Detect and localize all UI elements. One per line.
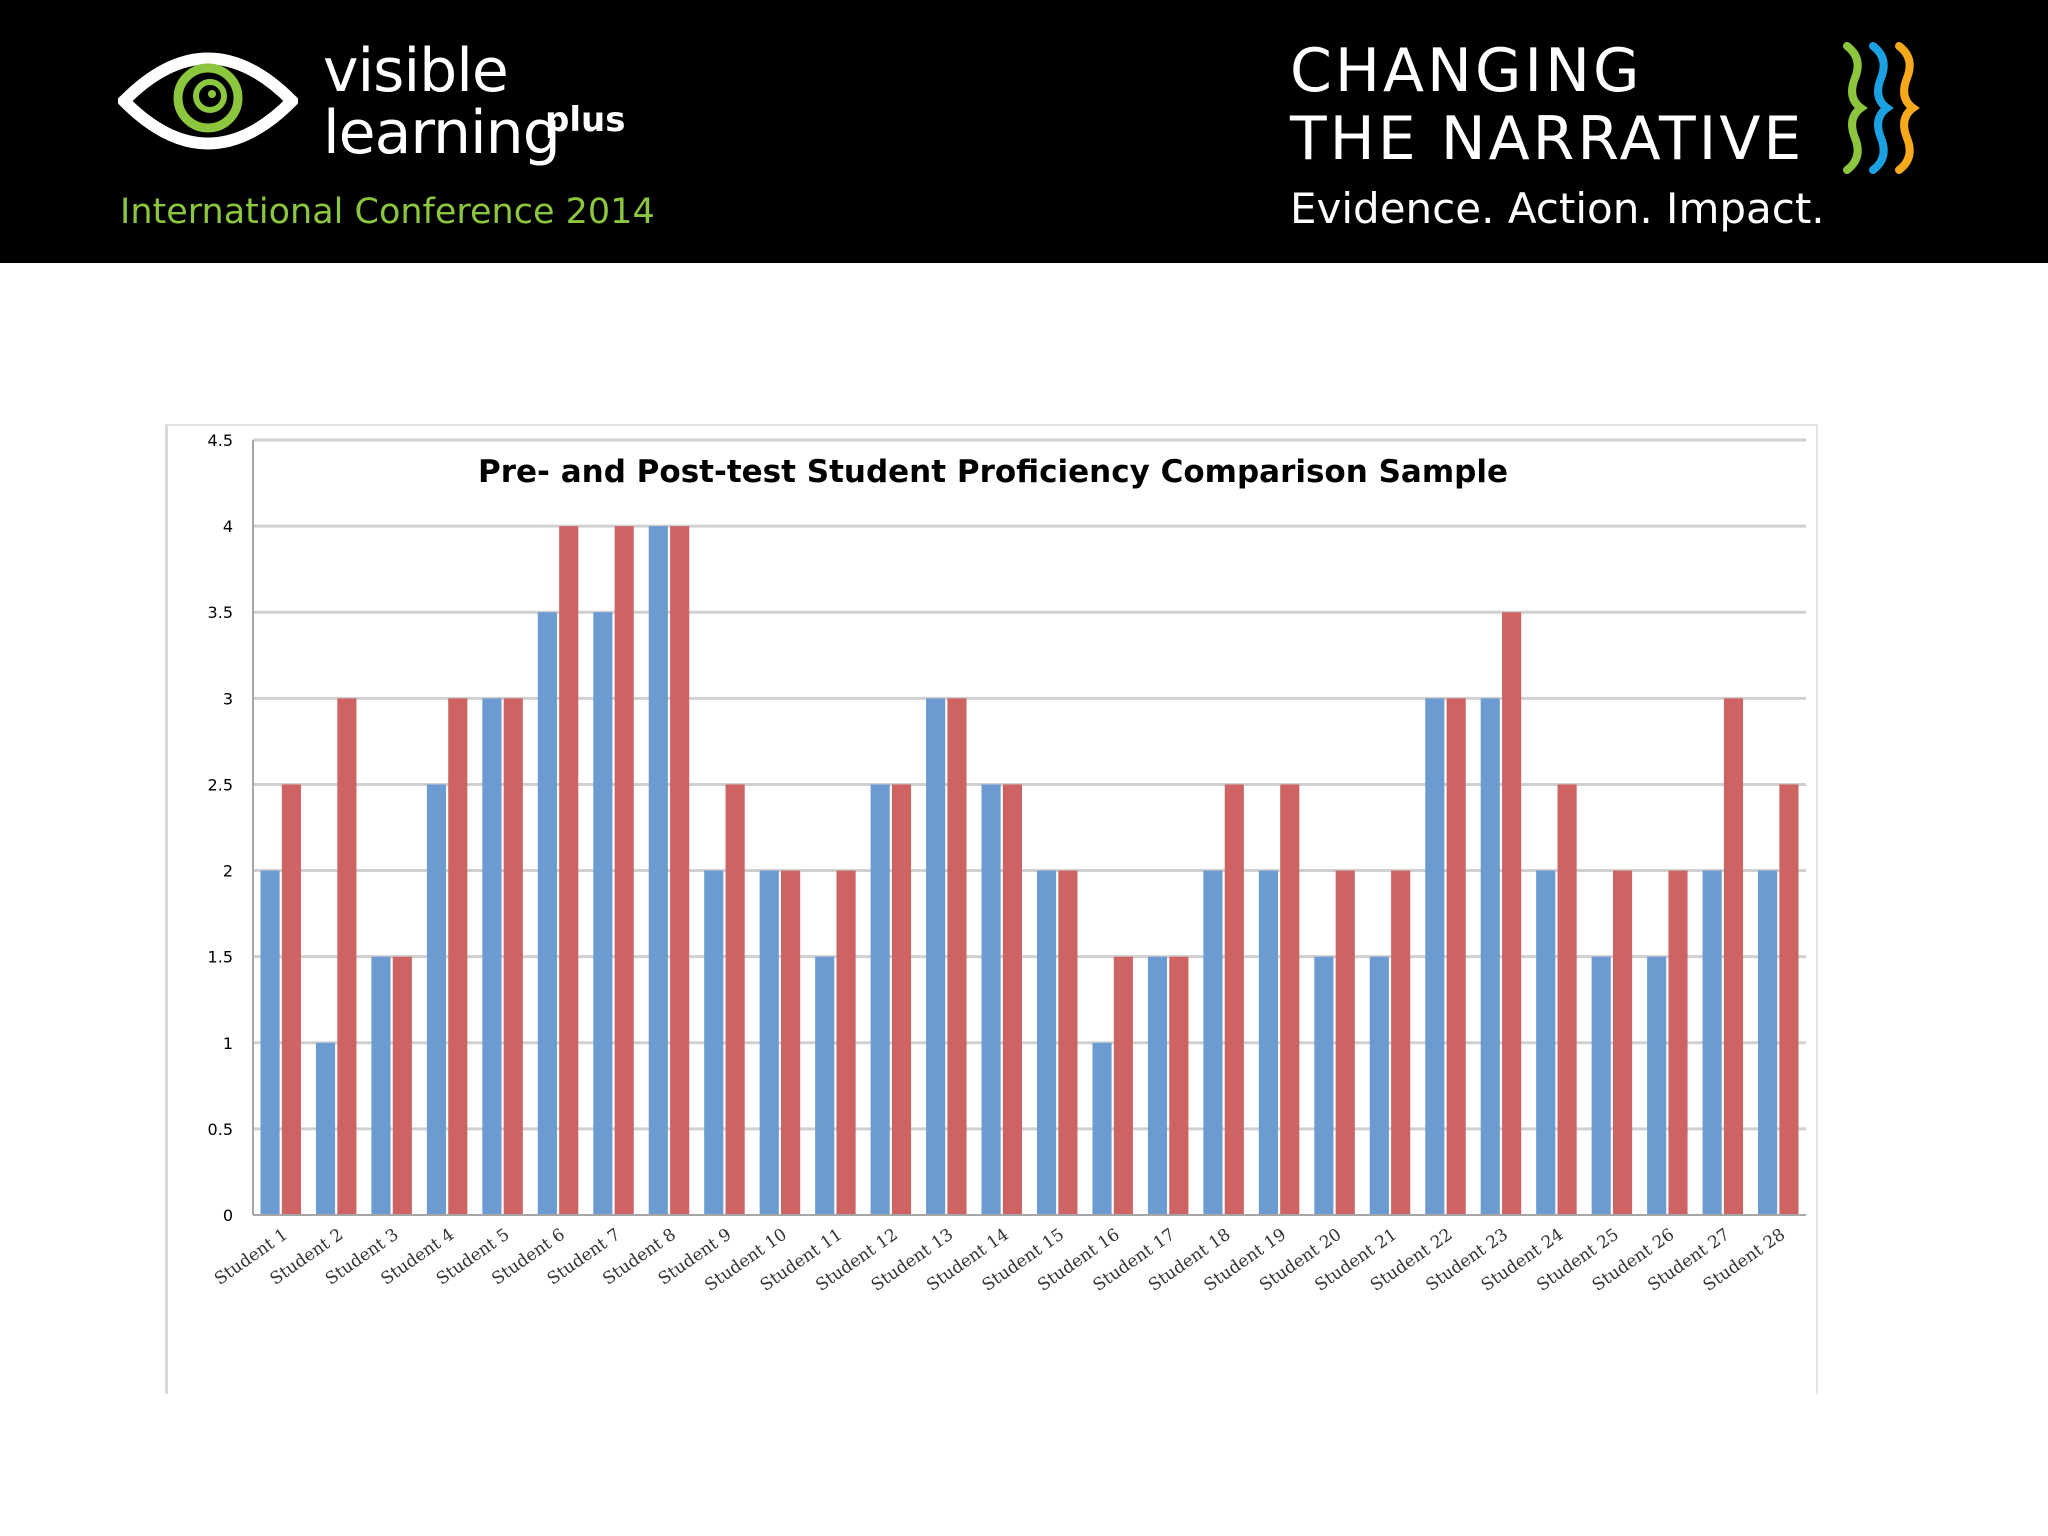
logo-word-learning: learning: [323, 98, 561, 168]
bar: [1092, 1042, 1112, 1215]
bar: [1280, 784, 1300, 1215]
bracket-marks-icon: [1843, 42, 1920, 174]
bar: [371, 956, 391, 1215]
bar: [1002, 784, 1023, 1215]
title-line-1: CHANGING: [1290, 36, 1643, 106]
bar: [1113, 956, 1133, 1215]
bar: [426, 784, 447, 1215]
bar: [926, 698, 946, 1215]
y-tick-label: 4.5: [208, 431, 233, 450]
bar: [1446, 698, 1466, 1215]
bar: [870, 784, 890, 1215]
logo-word-visible: visible: [323, 36, 509, 106]
visible-learning-logo: visible learning plus: [118, 36, 638, 246]
bar: [704, 870, 724, 1215]
bar: [947, 698, 967, 1215]
y-tick-label: 4: [223, 517, 233, 536]
tagline: Evidence. Action. Impact.: [1290, 184, 1825, 233]
bar: [559, 526, 579, 1215]
bar: [1258, 870, 1278, 1215]
y-tick-label: 3.5: [208, 603, 233, 622]
bar: [614, 526, 634, 1215]
conference-label: International Conference 2014: [120, 192, 655, 232]
y-axis-ticks: 0 0.5 1 1.5 2 2.5 3 3.5 4 4.5: [208, 431, 233, 1225]
bar: [1036, 870, 1057, 1215]
bar: [1369, 956, 1389, 1215]
y-tick-label: 0: [223, 1206, 233, 1225]
y-tick-label: 3: [223, 689, 233, 708]
title-line-2: THE NARRATIVE: [1290, 104, 1805, 174]
bar: [1536, 870, 1556, 1215]
bar: [1591, 956, 1611, 1215]
bar: [836, 870, 856, 1215]
bar: [1425, 698, 1445, 1215]
logo-word-plus: plus: [545, 100, 626, 140]
bar: [759, 870, 779, 1215]
bar: [593, 612, 613, 1215]
bar: [1203, 870, 1223, 1215]
bar: [1612, 870, 1633, 1215]
bar: [1169, 956, 1189, 1215]
bar: [1224, 784, 1244, 1215]
bar: [315, 1042, 336, 1215]
bar: [482, 698, 502, 1215]
bar: [448, 698, 468, 1215]
bar: [1758, 870, 1778, 1215]
header-banner: visible learning plus International Conf…: [0, 0, 2048, 263]
y-tick-label: 1.5: [208, 948, 233, 967]
bar: [815, 956, 835, 1215]
bar: [725, 784, 745, 1215]
bar: [1147, 956, 1168, 1215]
bar: [537, 612, 557, 1215]
bar: [670, 526, 690, 1215]
bar: [1502, 612, 1522, 1215]
bar: [981, 784, 1001, 1215]
bar: [1314, 956, 1334, 1215]
bar: [337, 698, 357, 1215]
chart-title: Pre- and Post-test Student Proficiency C…: [478, 454, 1508, 490]
changing-the-narrative-title: CHANGING THE NARRATIVE Evidence. Action.…: [1290, 36, 1930, 246]
bar: [392, 956, 412, 1215]
bar: [891, 784, 912, 1215]
bars: [260, 526, 1799, 1215]
bar: [648, 526, 668, 1215]
y-tick-label: 2: [223, 862, 233, 881]
bar: [1058, 870, 1078, 1215]
bar: [1391, 870, 1411, 1215]
bar: [1335, 870, 1355, 1215]
y-tick-label: 0.5: [208, 1120, 233, 1139]
bar: [1647, 956, 1667, 1215]
bar: [1723, 698, 1744, 1215]
bar: [260, 870, 280, 1215]
bar: [1668, 870, 1688, 1215]
bar: [503, 698, 523, 1215]
bar: [1557, 784, 1577, 1215]
y-tick-label: 1: [223, 1034, 233, 1053]
bar: [281, 784, 301, 1215]
bar: [1779, 784, 1799, 1215]
bar: [1702, 870, 1722, 1215]
eye-icon: [118, 52, 298, 150]
y-tick-label: 2.5: [208, 775, 233, 794]
bar: [781, 870, 801, 1215]
bar: [1480, 698, 1500, 1215]
